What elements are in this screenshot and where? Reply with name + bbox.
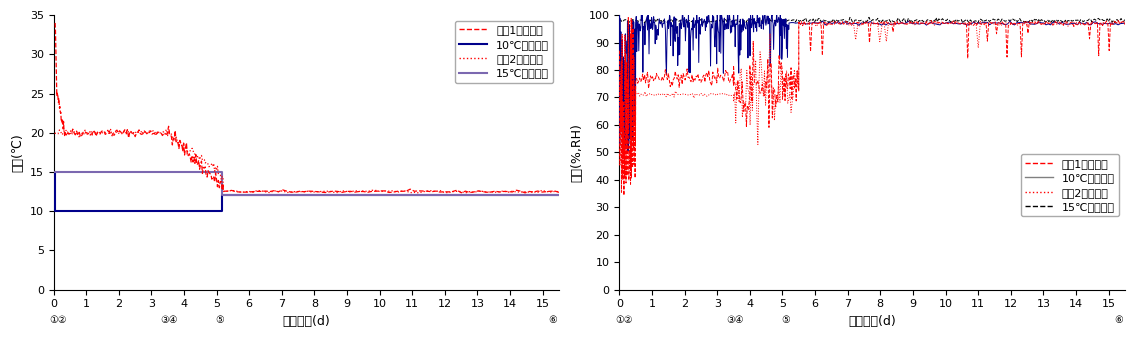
Y-axis label: 습도(%,RH): 습도(%,RH)	[570, 123, 583, 182]
Text: ⑥: ⑥	[1114, 315, 1122, 325]
Text: ⑤: ⑤	[782, 315, 791, 325]
Y-axis label: 온도(℃): 온도(℃)	[11, 133, 24, 172]
X-axis label: 유통시간(d): 유통시간(d)	[849, 315, 896, 328]
X-axis label: 유통시간(d): 유통시간(d)	[283, 315, 331, 328]
Text: ⑥: ⑥	[548, 315, 557, 325]
Legend: 관행1유통습도, 10℃유통습도, 관행2유통습도, 15℃유통습도: 관행1유통습도, 10℃유통습도, 관행2유통습도, 15℃유통습도	[1021, 154, 1119, 216]
Text: ①②: ①②	[50, 315, 67, 325]
Text: ⑤: ⑤	[216, 315, 224, 325]
Text: ③④: ③④	[160, 315, 178, 325]
Text: ①②: ①②	[616, 315, 633, 325]
Text: ③④: ③④	[726, 315, 744, 325]
Legend: 관행1유통온도, 10℃유통온도, 관행2유통온도, 15℃유통온도: 관행1유통온도, 10℃유통온도, 관행2유통온도, 15℃유통온도	[454, 21, 553, 83]
